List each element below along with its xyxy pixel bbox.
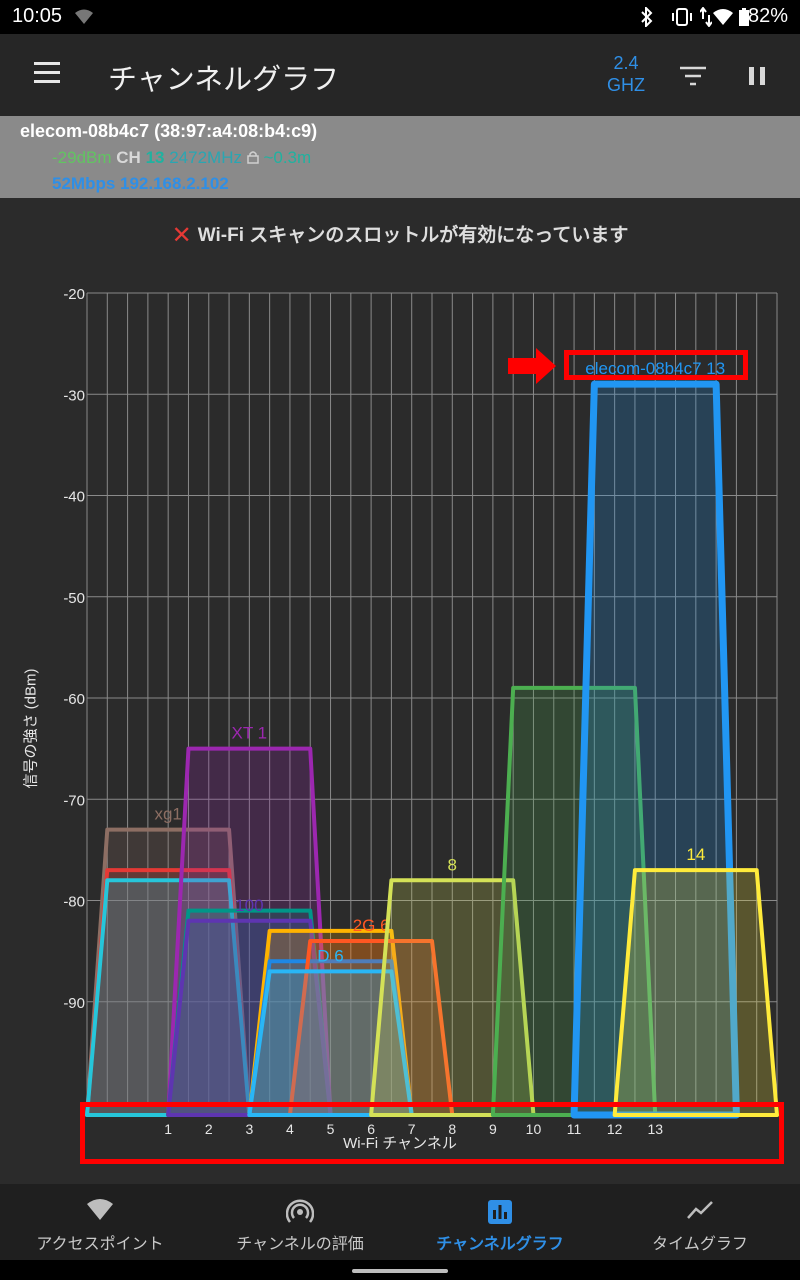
annotation-box-xaxis	[80, 1102, 784, 1164]
throttle-warning: ✕ Wi-Fi スキャンのスロットルが有効になっています	[0, 220, 800, 250]
filter-icon[interactable]	[678, 64, 708, 88]
nav-channel-rating[interactable]: チャンネルの評価	[200, 1184, 400, 1260]
antenna-icon	[286, 1199, 314, 1223]
connection-info[interactable]: elecom-08b4c7 (38:97:a4:08:b4:c9) -29dBm…	[0, 116, 800, 198]
gesture-bar	[0, 1260, 800, 1280]
network-label: 2G 6	[353, 916, 390, 935]
nav-label: タイムグラフ	[652, 1236, 748, 1253]
status-time: 10:05	[12, 5, 63, 27]
y-tick-label: -50	[63, 590, 85, 607]
connected-ssid: elecom-08b4c7 (38:97:a4:08:b4:c9)	[20, 121, 318, 141]
y-tick-label: -30	[63, 387, 85, 404]
network-label: elecom-08b4c7 13	[585, 359, 725, 378]
frequency: 2472MHz	[169, 148, 242, 167]
x-tick-label: 5	[327, 1121, 335, 1137]
x-tick-label: 4	[286, 1121, 294, 1137]
x-axis-label: Wi-Fi チャンネル	[343, 1135, 457, 1152]
nav-access-points[interactable]: アクセスポイント	[0, 1184, 200, 1260]
bar-chart-icon	[488, 1200, 512, 1224]
battery-icon	[739, 8, 749, 26]
nav-label: チャンネルの評価	[236, 1236, 364, 1253]
wifi-icon	[87, 1199, 113, 1220]
hamburger-icon	[34, 62, 60, 65]
signal-icon	[75, 9, 93, 24]
annotation-box-network	[564, 350, 748, 380]
nav-label: チャンネルグラフ	[436, 1236, 564, 1253]
network-signal-area	[247, 969, 414, 1117]
band-unit: GHZ	[607, 75, 645, 95]
menu-button[interactable]	[34, 62, 64, 88]
x-tick-label: 7	[408, 1121, 416, 1137]
y-tick-label: -40	[63, 489, 85, 506]
connection-details: -29dBm CH 13 2472MHz ~0.3m	[52, 148, 311, 168]
distance: ~0.3m	[263, 148, 312, 167]
home-indicator	[352, 1269, 448, 1273]
lock-icon	[246, 151, 259, 164]
x-tick-label: 10	[526, 1121, 542, 1137]
x-tick-label: 9	[489, 1121, 497, 1137]
y-tick-label: -60	[63, 691, 85, 708]
x-tick-label: 11	[567, 1121, 582, 1137]
wifi-status-icon	[713, 9, 733, 25]
close-icon: ✕	[171, 222, 192, 249]
app-bar: チャンネルグラフ 2.4 GHZ	[0, 34, 800, 116]
x-tick-label: 1	[164, 1121, 172, 1137]
y-tick-label: -90	[63, 995, 85, 1012]
network-label: XT 1	[232, 724, 268, 743]
annotation-arrow-icon	[508, 348, 556, 384]
y-tick-label: -20	[63, 286, 85, 303]
network-label: xg1	[154, 805, 181, 824]
network-label: D 6	[317, 946, 343, 965]
y-axis-label: 信号の強さ (dBm)	[22, 668, 40, 789]
network-signal-area	[612, 868, 779, 1117]
nav-time-graph[interactable]: タイムグラフ	[600, 1184, 800, 1260]
channel-value: 13	[145, 148, 165, 167]
data-arrows-icon	[700, 7, 712, 27]
x-tick-label: 6	[367, 1121, 375, 1137]
x-tick-label: 3	[245, 1121, 253, 1137]
nav-channel-graph[interactable]: チャンネルグラフ	[400, 1184, 600, 1260]
band-toggle-button[interactable]: 2.4 GHZ	[596, 52, 656, 96]
x-tick-label: 2	[205, 1121, 213, 1137]
channel-chart: -20 -30 -40 -50 -60 -70 -80 -90 xg1 XT 1 100 2G 6 D …	[63, 286, 779, 1152]
vibrate-icon	[672, 8, 692, 26]
network-label: 14	[686, 845, 705, 864]
band-value: 2.4	[613, 53, 639, 73]
trend-icon	[687, 1201, 713, 1219]
y-tick-label: -80	[63, 894, 85, 911]
page-title: チャンネルグラフ	[108, 64, 340, 96]
pause-icon[interactable]	[746, 64, 768, 88]
network-label: 100	[235, 896, 263, 915]
hamburger-line	[34, 71, 60, 74]
bottom-navigation: アクセスポイント チャンネルの評価 チャンネルグラフ タイムグラフ	[0, 1184, 800, 1260]
throttle-warning-text: Wi-Fi スキャンのスロットルが有効になっています	[197, 225, 629, 246]
speed-ip: 52Mbps 192.168.2.102	[52, 174, 229, 193]
bluetooth-icon	[641, 7, 653, 27]
battery-level: 82%	[747, 5, 788, 27]
signal-strength: -29dBm	[52, 148, 112, 167]
status-bar: 10:05 82%	[0, 0, 800, 34]
nav-label: アクセスポイント	[36, 1236, 164, 1253]
x-tick-label: 8	[448, 1121, 456, 1137]
hamburger-line	[34, 80, 60, 83]
y-tick-label: -70	[63, 792, 85, 809]
channel-label: CH	[116, 148, 141, 167]
network-label: 8	[448, 855, 457, 874]
channel-graph-panel: ✕ Wi-Fi スキャンのスロットルが有効になっています -20 -30 -40 -50…	[0, 198, 800, 1184]
network-signal-area	[369, 878, 536, 1117]
x-tick-label: 12	[607, 1121, 623, 1137]
x-tick-label: 13	[647, 1121, 663, 1137]
